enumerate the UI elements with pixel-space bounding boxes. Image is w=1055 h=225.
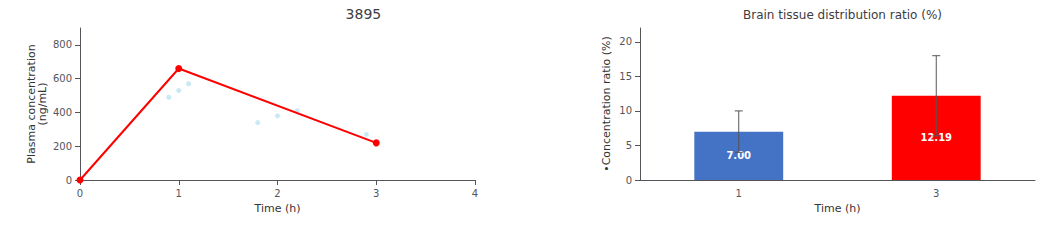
svg-text:15: 15 [619,71,632,82]
svg-text:2: 2 [274,188,280,199]
svg-text:(ng/mL): (ng/mL) [36,82,49,125]
svg-text:3: 3 [373,188,379,199]
svg-text:20: 20 [619,36,632,47]
svg-text:Plasma concentration: Plasma concentration [25,44,38,164]
svg-text:Time (h): Time (h) [814,202,861,215]
svg-text:5: 5 [626,140,632,151]
svg-text:3895: 3895 [346,6,382,22]
svg-text:0: 0 [77,188,83,199]
svg-text:1: 1 [176,188,182,199]
svg-text:•Concentration ratio (%): •Concentration ratio (%) [600,36,613,172]
svg-text:3: 3 [933,188,939,199]
svg-text:1: 1 [736,188,742,199]
svg-text:7.00: 7.00 [726,150,751,161]
svg-text:Brain tissue distribution rati: Brain tissue distribution ratio (%) [743,8,942,22]
svg-text:0: 0 [626,175,632,186]
svg-text:0: 0 [66,175,72,186]
svg-text:800: 800 [53,39,72,50]
svg-text:12.19: 12.19 [920,132,953,144]
svg-text:4: 4 [472,188,478,199]
svg-text:400: 400 [53,107,72,118]
svg-text:10: 10 [619,105,632,116]
svg-text:200: 200 [53,141,72,152]
svg-text:Time (h): Time (h) [254,202,301,215]
svg-text:600: 600 [53,73,72,84]
